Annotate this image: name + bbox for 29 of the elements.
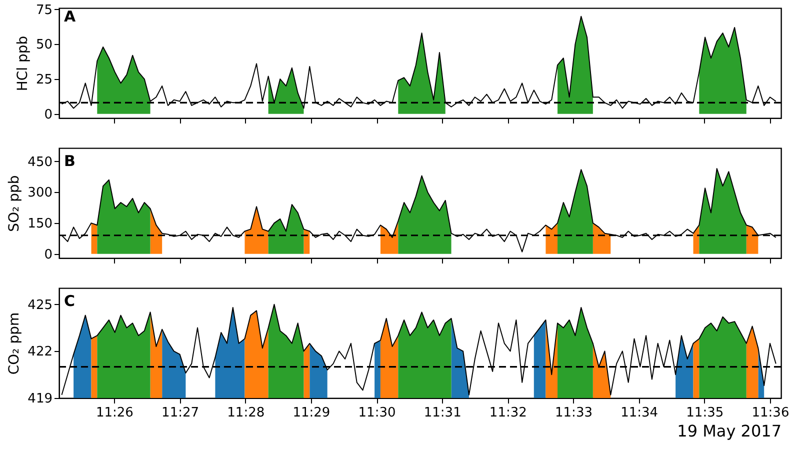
x-tick-label: 11:34: [620, 406, 658, 420]
y-tick-label: 0: [44, 107, 52, 122]
y-tick-label: 0: [44, 247, 52, 262]
y-tick-label: 419: [28, 392, 52, 406]
x-tick-label: 11:35: [686, 406, 724, 420]
y-tick-label: 75: [36, 2, 52, 18]
x-tick-label: 11:27: [162, 406, 200, 420]
y-tick-label: 300: [28, 186, 52, 201]
x-tick-label: 11:29: [292, 406, 330, 420]
y-tick-label: 425: [28, 298, 52, 313]
y-tick-label: 25: [36, 72, 52, 88]
x-tick-label: 11:33: [555, 406, 592, 420]
y-axis-title: SO₂ ppb: [6, 175, 23, 232]
y-tick-label: 50: [36, 38, 52, 53]
x-tick-label: 11:28: [227, 406, 265, 420]
x-tick-label: 11:31: [424, 406, 462, 420]
chart-title: A: [64, 7, 76, 26]
chart-title: C: [64, 292, 76, 310]
x-tick-label: 11:36: [752, 406, 790, 420]
x-tick-label: 11:32: [489, 406, 527, 420]
y-tick-label: 450: [28, 154, 52, 170]
y-tick-label: 422: [28, 344, 52, 360]
y-tick-label: 150: [28, 216, 52, 232]
x-tick-label: 11:30: [358, 406, 396, 420]
y-axis-title: CO₂ ppm: [6, 312, 23, 375]
x-tick-label: 11:26: [96, 406, 134, 420]
y-axis-title: HCl ppb: [14, 36, 31, 92]
x-axis-title: 19 May 2017: [677, 422, 782, 440]
chart-title: B: [64, 152, 76, 170]
